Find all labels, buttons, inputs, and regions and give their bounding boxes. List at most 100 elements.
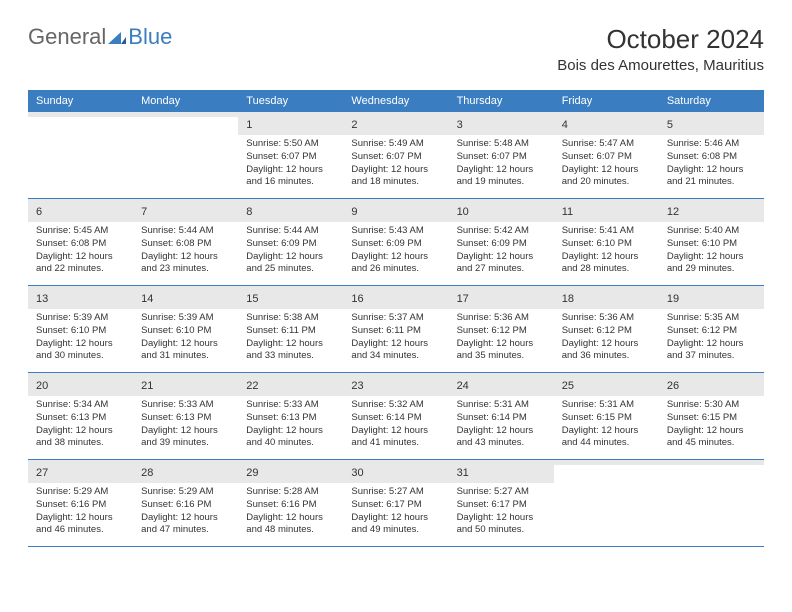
day-cell: 18Sunrise: 5:36 AMSunset: 6:12 PMDayligh… <box>554 286 659 372</box>
day-number: 23 <box>351 380 363 392</box>
sunrise-text: Sunrise: 5:31 AM <box>562 399 651 412</box>
day-body <box>659 465 764 474</box>
day-body: Sunrise: 5:29 AMSunset: 6:16 PMDaylight:… <box>28 483 133 543</box>
day-body: Sunrise: 5:33 AMSunset: 6:13 PMDaylight:… <box>133 396 238 456</box>
daylight-text: Daylight: 12 hours and 39 minutes. <box>141 425 230 451</box>
day-number: 12 <box>667 206 679 218</box>
day-cell: 8 Sunrise: 5:44 AMSunset: 6:09 PMDaylight… <box>238 199 343 285</box>
day-body <box>28 117 133 126</box>
day-number: 3 <box>457 119 463 131</box>
sunset-text: Sunset: 6:07 PM <box>562 151 651 164</box>
day-cell: 12 Sunrise: 5:40 AMSunset: 6:10 PMDayligh… <box>659 199 764 285</box>
weekday-header: Friday <box>554 90 659 112</box>
day-body: Sunrise: 5:32 AMSunset: 6:14 PMDaylight:… <box>343 396 448 456</box>
day-body: Sunrise: 5:30 AMSunset: 6:15 PMDaylight:… <box>659 396 764 456</box>
day-body: Sunrise: 5:39 AMSunset: 6:10 PMDaylight:… <box>28 309 133 369</box>
day-body: Sunrise: 5:35 AMSunset: 6:12 PMDaylight:… <box>659 309 764 369</box>
day-number-row: 4 <box>554 112 659 135</box>
daylight-text: Daylight: 12 hours and 48 minutes. <box>246 512 335 538</box>
sunset-text: Sunset: 6:14 PM <box>351 412 440 425</box>
sunset-text: Sunset: 6:09 PM <box>457 238 546 251</box>
daylight-text: Daylight: 12 hours and 37 minutes. <box>667 338 756 364</box>
sunset-text: Sunset: 6:16 PM <box>246 499 335 512</box>
day-body: Sunrise: 5:45 AMSunset: 6:08 PMDaylight:… <box>28 222 133 282</box>
daylight-text: Daylight: 12 hours and 49 minutes. <box>351 512 440 538</box>
month-title: October 2024 <box>557 24 764 55</box>
sunrise-text: Sunrise: 5:36 AM <box>457 312 546 325</box>
day-number-row: 5 <box>659 112 764 135</box>
sunrise-text: Sunrise: 5:30 AM <box>667 399 756 412</box>
day-cell: 23 Sunrise: 5:32 AMSunset: 6:14 PMDayligh… <box>343 373 448 459</box>
sunrise-text: Sunrise: 5:48 AM <box>457 138 546 151</box>
day-cell: 9Sunrise: 5:43 AMSunset: 6:09 PMDaylight… <box>343 199 448 285</box>
day-number: 2 <box>351 119 357 131</box>
day-cell <box>133 112 238 198</box>
daylight-text: Daylight: 12 hours and 46 minutes. <box>36 512 125 538</box>
sunrise-text: Sunrise: 5:31 AM <box>457 399 546 412</box>
sunrise-text: Sunrise: 5:38 AM <box>246 312 335 325</box>
weekday-header: Wednesday <box>343 90 448 112</box>
sunrise-text: Sunrise: 5:27 AM <box>457 486 546 499</box>
sunset-text: Sunset: 6:10 PM <box>36 325 125 338</box>
daylight-text: Daylight: 12 hours and 38 minutes. <box>36 425 125 451</box>
sunset-text: Sunset: 6:11 PM <box>351 325 440 338</box>
day-number-row: 25 <box>554 373 659 396</box>
sunset-text: Sunset: 6:09 PM <box>351 238 440 251</box>
sunset-text: Sunset: 6:09 PM <box>246 238 335 251</box>
day-number-row: 12 <box>659 199 764 222</box>
sunset-text: Sunset: 6:16 PM <box>141 499 230 512</box>
sunrise-text: Sunrise: 5:39 AM <box>36 312 125 325</box>
day-number: 5 <box>667 119 673 131</box>
day-cell: 3 Sunrise: 5:48 AMSunset: 6:07 PMDaylight… <box>449 112 554 198</box>
day-body <box>554 465 659 474</box>
day-number: 29 <box>246 467 258 479</box>
day-body: Sunrise: 5:27 AMSunset: 6:17 PMDaylight:… <box>449 483 554 543</box>
day-number-row: 14 <box>133 286 238 309</box>
day-number: 30 <box>351 467 363 479</box>
day-number: 15 <box>246 293 258 305</box>
day-number: 10 <box>457 206 469 218</box>
day-number-row: 1 <box>238 112 343 135</box>
sunset-text: Sunset: 6:08 PM <box>667 151 756 164</box>
day-number: 16 <box>351 293 363 305</box>
sunset-text: Sunset: 6:13 PM <box>246 412 335 425</box>
sunrise-text: Sunrise: 5:44 AM <box>246 225 335 238</box>
day-body: Sunrise: 5:39 AMSunset: 6:10 PMDaylight:… <box>133 309 238 369</box>
day-cell: 4Sunrise: 5:47 AMSunset: 6:07 PMDaylight… <box>554 112 659 198</box>
day-number: 6 <box>36 206 42 218</box>
day-cell: 30 Sunrise: 5:27 AMSunset: 6:17 PMDayligh… <box>343 460 448 546</box>
weekday-header: Thursday <box>449 90 554 112</box>
calendar-grid: Sunday Monday Tuesday Wednesday Thursday… <box>28 90 764 547</box>
sunrise-text: Sunrise: 5:27 AM <box>351 486 440 499</box>
day-number: 14 <box>141 293 153 305</box>
daylight-text: Daylight: 12 hours and 28 minutes. <box>562 251 651 277</box>
day-number-row: 26 <box>659 373 764 396</box>
sunset-text: Sunset: 6:17 PM <box>457 499 546 512</box>
daylight-text: Daylight: 12 hours and 45 minutes. <box>667 425 756 451</box>
daylight-text: Daylight: 12 hours and 35 minutes. <box>457 338 546 364</box>
sunrise-text: Sunrise: 5:50 AM <box>246 138 335 151</box>
day-body: Sunrise: 5:48 AMSunset: 6:07 PMDaylight:… <box>449 135 554 195</box>
sunrise-text: Sunrise: 5:29 AM <box>141 486 230 499</box>
day-cell <box>659 460 764 546</box>
weeks-container: 1 Sunrise: 5:50 AM Sunset: 6:07 PM Daylight… <box>28 112 764 547</box>
day-number-row: 13 <box>28 286 133 309</box>
sunset-text: Sunset: 6:17 PM <box>351 499 440 512</box>
weekday-header: Monday <box>133 90 238 112</box>
sunrise-text: Sunrise: 5:45 AM <box>36 225 125 238</box>
day-body: Sunrise: 5:40 AMSunset: 6:10 PMDaylight:… <box>659 222 764 282</box>
day-number-row: 8 <box>238 199 343 222</box>
day-number-row: 22 <box>238 373 343 396</box>
week-row: 6 Sunrise: 5:45 AMSunset: 6:08 PMDaylight… <box>28 199 764 286</box>
day-cell: 17 Sunrise: 5:36 AMSunset: 6:12 PMDayligh… <box>449 286 554 372</box>
sunset-text: Sunset: 6:12 PM <box>457 325 546 338</box>
daylight-text: Daylight: 12 hours and 22 minutes. <box>36 251 125 277</box>
daylight-text: Daylight: 12 hours and 25 minutes. <box>246 251 335 277</box>
day-number-row: 19 <box>659 286 764 309</box>
brand-logo: General Blue <box>28 24 172 50</box>
sunset-text: Sunset: 6:12 PM <box>667 325 756 338</box>
page-header: General Blue October 2024 Bois des Amour… <box>28 24 764 74</box>
day-number: 17 <box>457 293 469 305</box>
title-block: October 2024 Bois des Amourettes, Maurit… <box>557 24 764 74</box>
sunset-text: Sunset: 6:07 PM <box>457 151 546 164</box>
